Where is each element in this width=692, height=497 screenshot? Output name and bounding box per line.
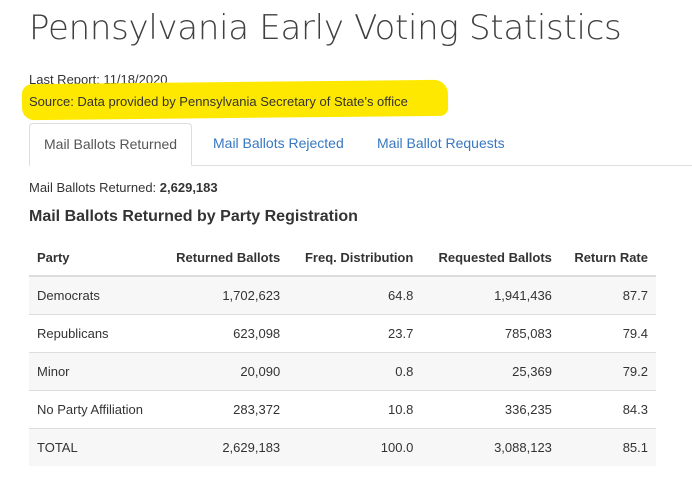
cell-returned-ballots: 20,090 <box>159 352 289 391</box>
column-header-return-rate: Return Rate <box>559 239 656 277</box>
cell-returned-ballots: 623,098 <box>159 314 289 353</box>
cell-returned-ballots: 1,702,623 <box>159 275 289 315</box>
table-row: Democrats 1,702,623 64.8 1,941,436 87.7 <box>29 275 656 315</box>
cell-returned-ballots: 2,629,183 <box>159 428 289 466</box>
cell-party: Republicans <box>29 314 160 353</box>
cell-return-rate: 79.2 <box>559 352 656 391</box>
cell-return-rate: 79.4 <box>559 314 656 353</box>
data-source-note: Source: Data provided by Pennsylvania Se… <box>29 94 408 109</box>
cell-requested-ballots: 3,088,123 <box>421 428 560 466</box>
cell-party: TOTAL <box>29 428 160 466</box>
table-row: Minor 20,090 0.8 25,369 79.2 <box>29 352 656 391</box>
tab-mail-ballots-returned[interactable]: Mail Ballots Returned <box>29 123 193 166</box>
table-header-row: Party Returned Ballots Freq. Distributio… <box>29 239 656 277</box>
column-header-freq-distribution: Freq. Distribution <box>288 239 422 277</box>
cell-party: Minor <box>29 352 160 391</box>
party-registration-table: Party Returned Ballots Freq. Distributio… <box>29 239 656 466</box>
returned-total-value: 2,629,183 <box>159 180 218 195</box>
cell-freq-distribution: 100.0 <box>288 428 422 466</box>
tab-mail-ballots-rejected[interactable]: Mail Ballots Rejected <box>213 135 344 151</box>
cell-return-rate: 87.7 <box>559 275 656 315</box>
tab-mail-ballot-requests[interactable]: Mail Ballot Requests <box>377 135 505 151</box>
table-row: No Party Affiliation 283,372 10.8 336,23… <box>29 390 656 429</box>
cell-requested-ballots: 25,369 <box>421 352 560 391</box>
cell-requested-ballots: 785,083 <box>421 314 560 353</box>
column-header-party: Party <box>29 239 160 277</box>
returned-total-label: Mail Ballots Returned: <box>29 180 160 195</box>
cell-freq-distribution: 0.8 <box>288 352 422 391</box>
column-header-returned-ballots: Returned Ballots <box>159 239 289 277</box>
cell-requested-ballots: 1,941,436 <box>421 275 560 315</box>
returned-total-summary: Mail Ballots Returned: 2,629,183 <box>29 180 218 195</box>
cell-return-rate: 84.3 <box>559 390 656 429</box>
cell-return-rate: 85.1 <box>559 428 656 466</box>
cell-party: Democrats <box>29 275 160 315</box>
cell-requested-ballots: 336,235 <box>421 390 560 429</box>
table-row-total: TOTAL 2,629,183 100.0 3,088,123 85.1 <box>29 428 656 466</box>
column-header-requested-ballots: Requested Ballots <box>421 239 560 277</box>
page-title: Pennsylvania Early Voting Statistics <box>29 8 622 48</box>
cell-party: No Party Affiliation <box>29 390 160 429</box>
cell-returned-ballots: 283,372 <box>159 390 289 429</box>
cell-freq-distribution: 23.7 <box>288 314 422 353</box>
table-row: Republicans 623,098 23.7 785,083 79.4 <box>29 314 656 353</box>
cell-freq-distribution: 10.8 <box>288 390 422 429</box>
section-title: Mail Ballots Returned by Party Registrat… <box>29 208 358 225</box>
tab-bar: Mail Ballots Returned Mail Ballots Rejec… <box>29 123 692 166</box>
cell-freq-distribution: 64.8 <box>288 275 422 315</box>
